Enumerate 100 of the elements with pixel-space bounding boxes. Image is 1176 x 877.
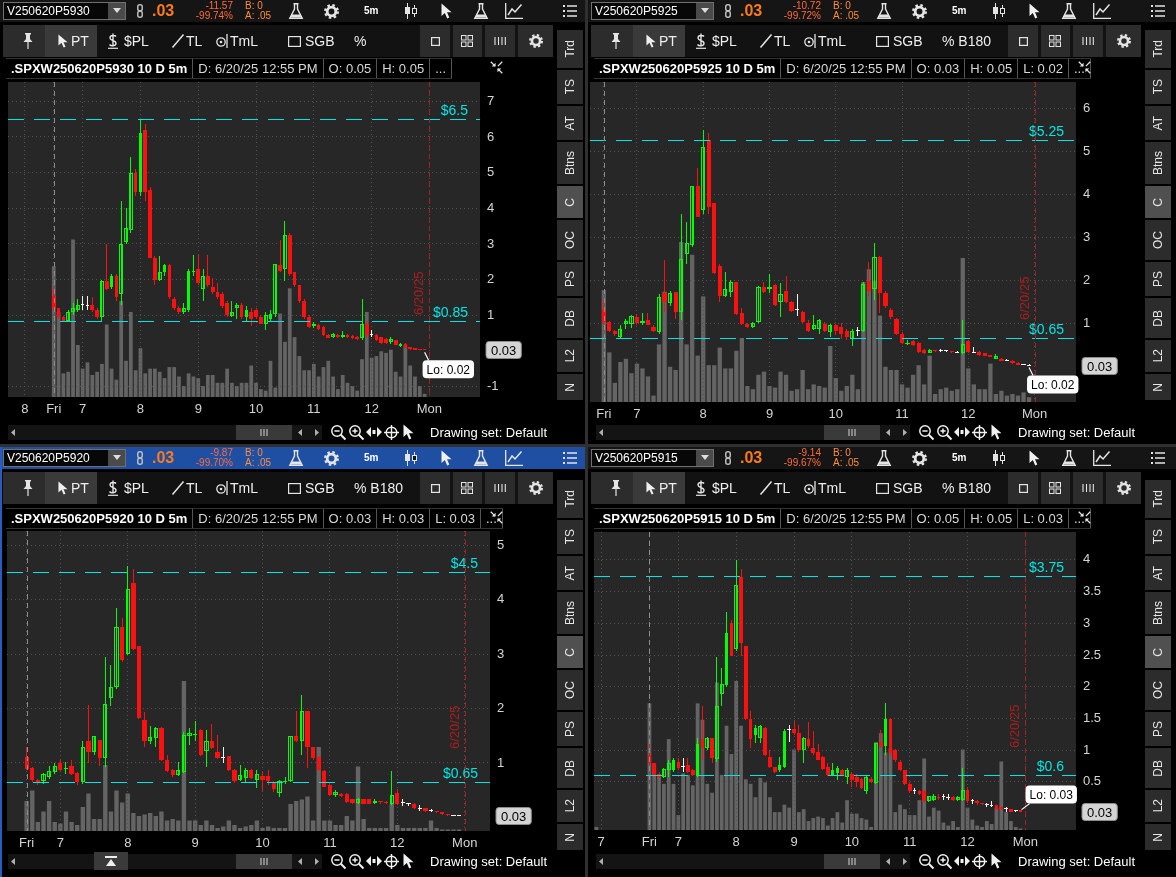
chart-title: .SPXW250620P5925 10 D 5m bbox=[599, 61, 776, 76]
text: ... bbox=[485, 511, 497, 526]
x-tick-label: 11 bbox=[307, 401, 321, 417]
ref-line-label: 6/20/25 bbox=[447, 705, 463, 749]
chart-subtitle: D: 6/20/25 12:55 PM bbox=[198, 61, 318, 76]
text: -99.74% bbox=[195, 10, 233, 21]
ref-line-label: $5.25 bbox=[1028, 123, 1065, 140]
text: Btns bbox=[563, 150, 577, 175]
text: PS bbox=[1151, 720, 1165, 737]
bar bbox=[999, 761, 1004, 830]
text: TS bbox=[563, 529, 577, 545]
text: PT bbox=[659, 33, 677, 49]
text: H: 0.05 bbox=[382, 61, 425, 76]
ref-line-label: $0.65 bbox=[442, 765, 479, 781]
candlestick bbox=[192, 255, 195, 276]
bar bbox=[234, 385, 239, 397]
text: Btns bbox=[563, 600, 577, 625]
x-tick-label: 7 bbox=[674, 834, 682, 850]
text: DB bbox=[563, 759, 577, 777]
text: Drawing set: Default bbox=[1018, 854, 1136, 869]
text: TmL bbox=[230, 33, 258, 49]
bar bbox=[801, 809, 806, 830]
bar bbox=[196, 378, 201, 397]
ref-line-label: 6/20/25 bbox=[1007, 704, 1023, 748]
text: H: 0.05 bbox=[970, 61, 1013, 76]
text: OC bbox=[1151, 231, 1165, 249]
x-tick-label: 12 bbox=[960, 834, 975, 850]
x-tick-label: Mon bbox=[452, 835, 478, 851]
text: L2 bbox=[563, 349, 577, 363]
candlestick bbox=[81, 296, 84, 310]
text: .03 bbox=[152, 449, 175, 466]
text: N bbox=[563, 832, 577, 842]
y-tick-label: 3 bbox=[487, 235, 495, 251]
x-tick-label: 8 bbox=[21, 401, 29, 417]
text: A: .05 bbox=[833, 457, 860, 468]
text: $PL bbox=[124, 33, 149, 49]
bar bbox=[936, 810, 941, 830]
bar bbox=[379, 351, 384, 397]
text: H: 0.05 bbox=[970, 511, 1013, 526]
chart-title: .SPXW250620P5920 10 D 5m bbox=[11, 511, 188, 526]
text: ... bbox=[435, 61, 446, 76]
bar bbox=[854, 813, 859, 830]
text: OC bbox=[563, 681, 577, 699]
text: OC bbox=[563, 231, 577, 249]
text: B: 0 bbox=[833, 0, 851, 11]
text: -9.14 bbox=[798, 447, 821, 458]
y-tick-label: 1 bbox=[487, 306, 495, 322]
text: Lo: 0.02 bbox=[1031, 377, 1075, 392]
y-tick-label: 1 bbox=[497, 754, 505, 770]
text: AT bbox=[1151, 115, 1165, 131]
text: PT bbox=[659, 480, 677, 496]
text: PS bbox=[563, 720, 577, 737]
x-tick-label: 7 bbox=[597, 834, 605, 850]
y-tick-label: 0.5 bbox=[1083, 773, 1102, 789]
text: TmL bbox=[818, 480, 846, 496]
text: 0.03 bbox=[1086, 804, 1113, 820]
text: PS bbox=[563, 270, 577, 287]
text: 5m bbox=[952, 452, 967, 463]
chart-title: .SPXW250620P5930 10 D 5m bbox=[11, 61, 188, 76]
text: -99.67% bbox=[783, 457, 821, 468]
symbol-dropdown: V250620P5930 bbox=[3, 2, 126, 20]
x-tick-label: 11 bbox=[323, 835, 337, 851]
x-tick-label: Fri bbox=[46, 401, 62, 417]
text: Trd bbox=[563, 40, 577, 58]
text: A: .05 bbox=[245, 457, 272, 468]
ref-line-label: $4.5 bbox=[450, 555, 479, 572]
bar bbox=[946, 825, 951, 830]
text: PS bbox=[1151, 270, 1165, 287]
x-tick-label: 11 bbox=[902, 834, 917, 850]
text: B: 0 bbox=[833, 447, 851, 458]
candlestick bbox=[787, 725, 791, 742]
x-tick-label: 12 bbox=[961, 406, 976, 422]
y-tick-label: 1.5 bbox=[1083, 709, 1102, 725]
candlestick bbox=[221, 747, 225, 763]
text: % B180 bbox=[942, 480, 992, 496]
x-tick-label: 12 bbox=[364, 401, 379, 417]
text: -99.70% bbox=[195, 457, 233, 468]
text: C bbox=[563, 647, 577, 657]
text: Trd bbox=[563, 490, 577, 508]
text: 5m bbox=[364, 452, 379, 463]
chart-subtitle: D: 6/20/25 12:55 PM bbox=[198, 511, 318, 526]
x-tick-label: 8 bbox=[136, 401, 145, 417]
x-tick-label: 10 bbox=[255, 835, 270, 851]
text: C bbox=[563, 197, 577, 207]
text: TS bbox=[563, 79, 577, 95]
x-tick-label: 7 bbox=[56, 835, 64, 851]
text: N bbox=[563, 382, 577, 392]
y-tick-label: 3 bbox=[1083, 614, 1091, 630]
y-tick-label: 1 bbox=[1083, 741, 1091, 757]
symbol-dropdown: V250620P5920 bbox=[3, 449, 126, 467]
bar bbox=[249, 365, 254, 397]
text: Lo: 0.02 bbox=[426, 362, 470, 377]
text: Btns bbox=[1151, 600, 1165, 625]
x-tick-label: 8 bbox=[124, 835, 132, 851]
y-tick-label: 5 bbox=[1083, 142, 1091, 158]
candlestick bbox=[681, 758, 685, 772]
text: % bbox=[354, 33, 367, 49]
text: AT bbox=[563, 115, 577, 131]
text: % B180 bbox=[354, 480, 404, 496]
x-tick-label: Mon bbox=[416, 401, 443, 417]
